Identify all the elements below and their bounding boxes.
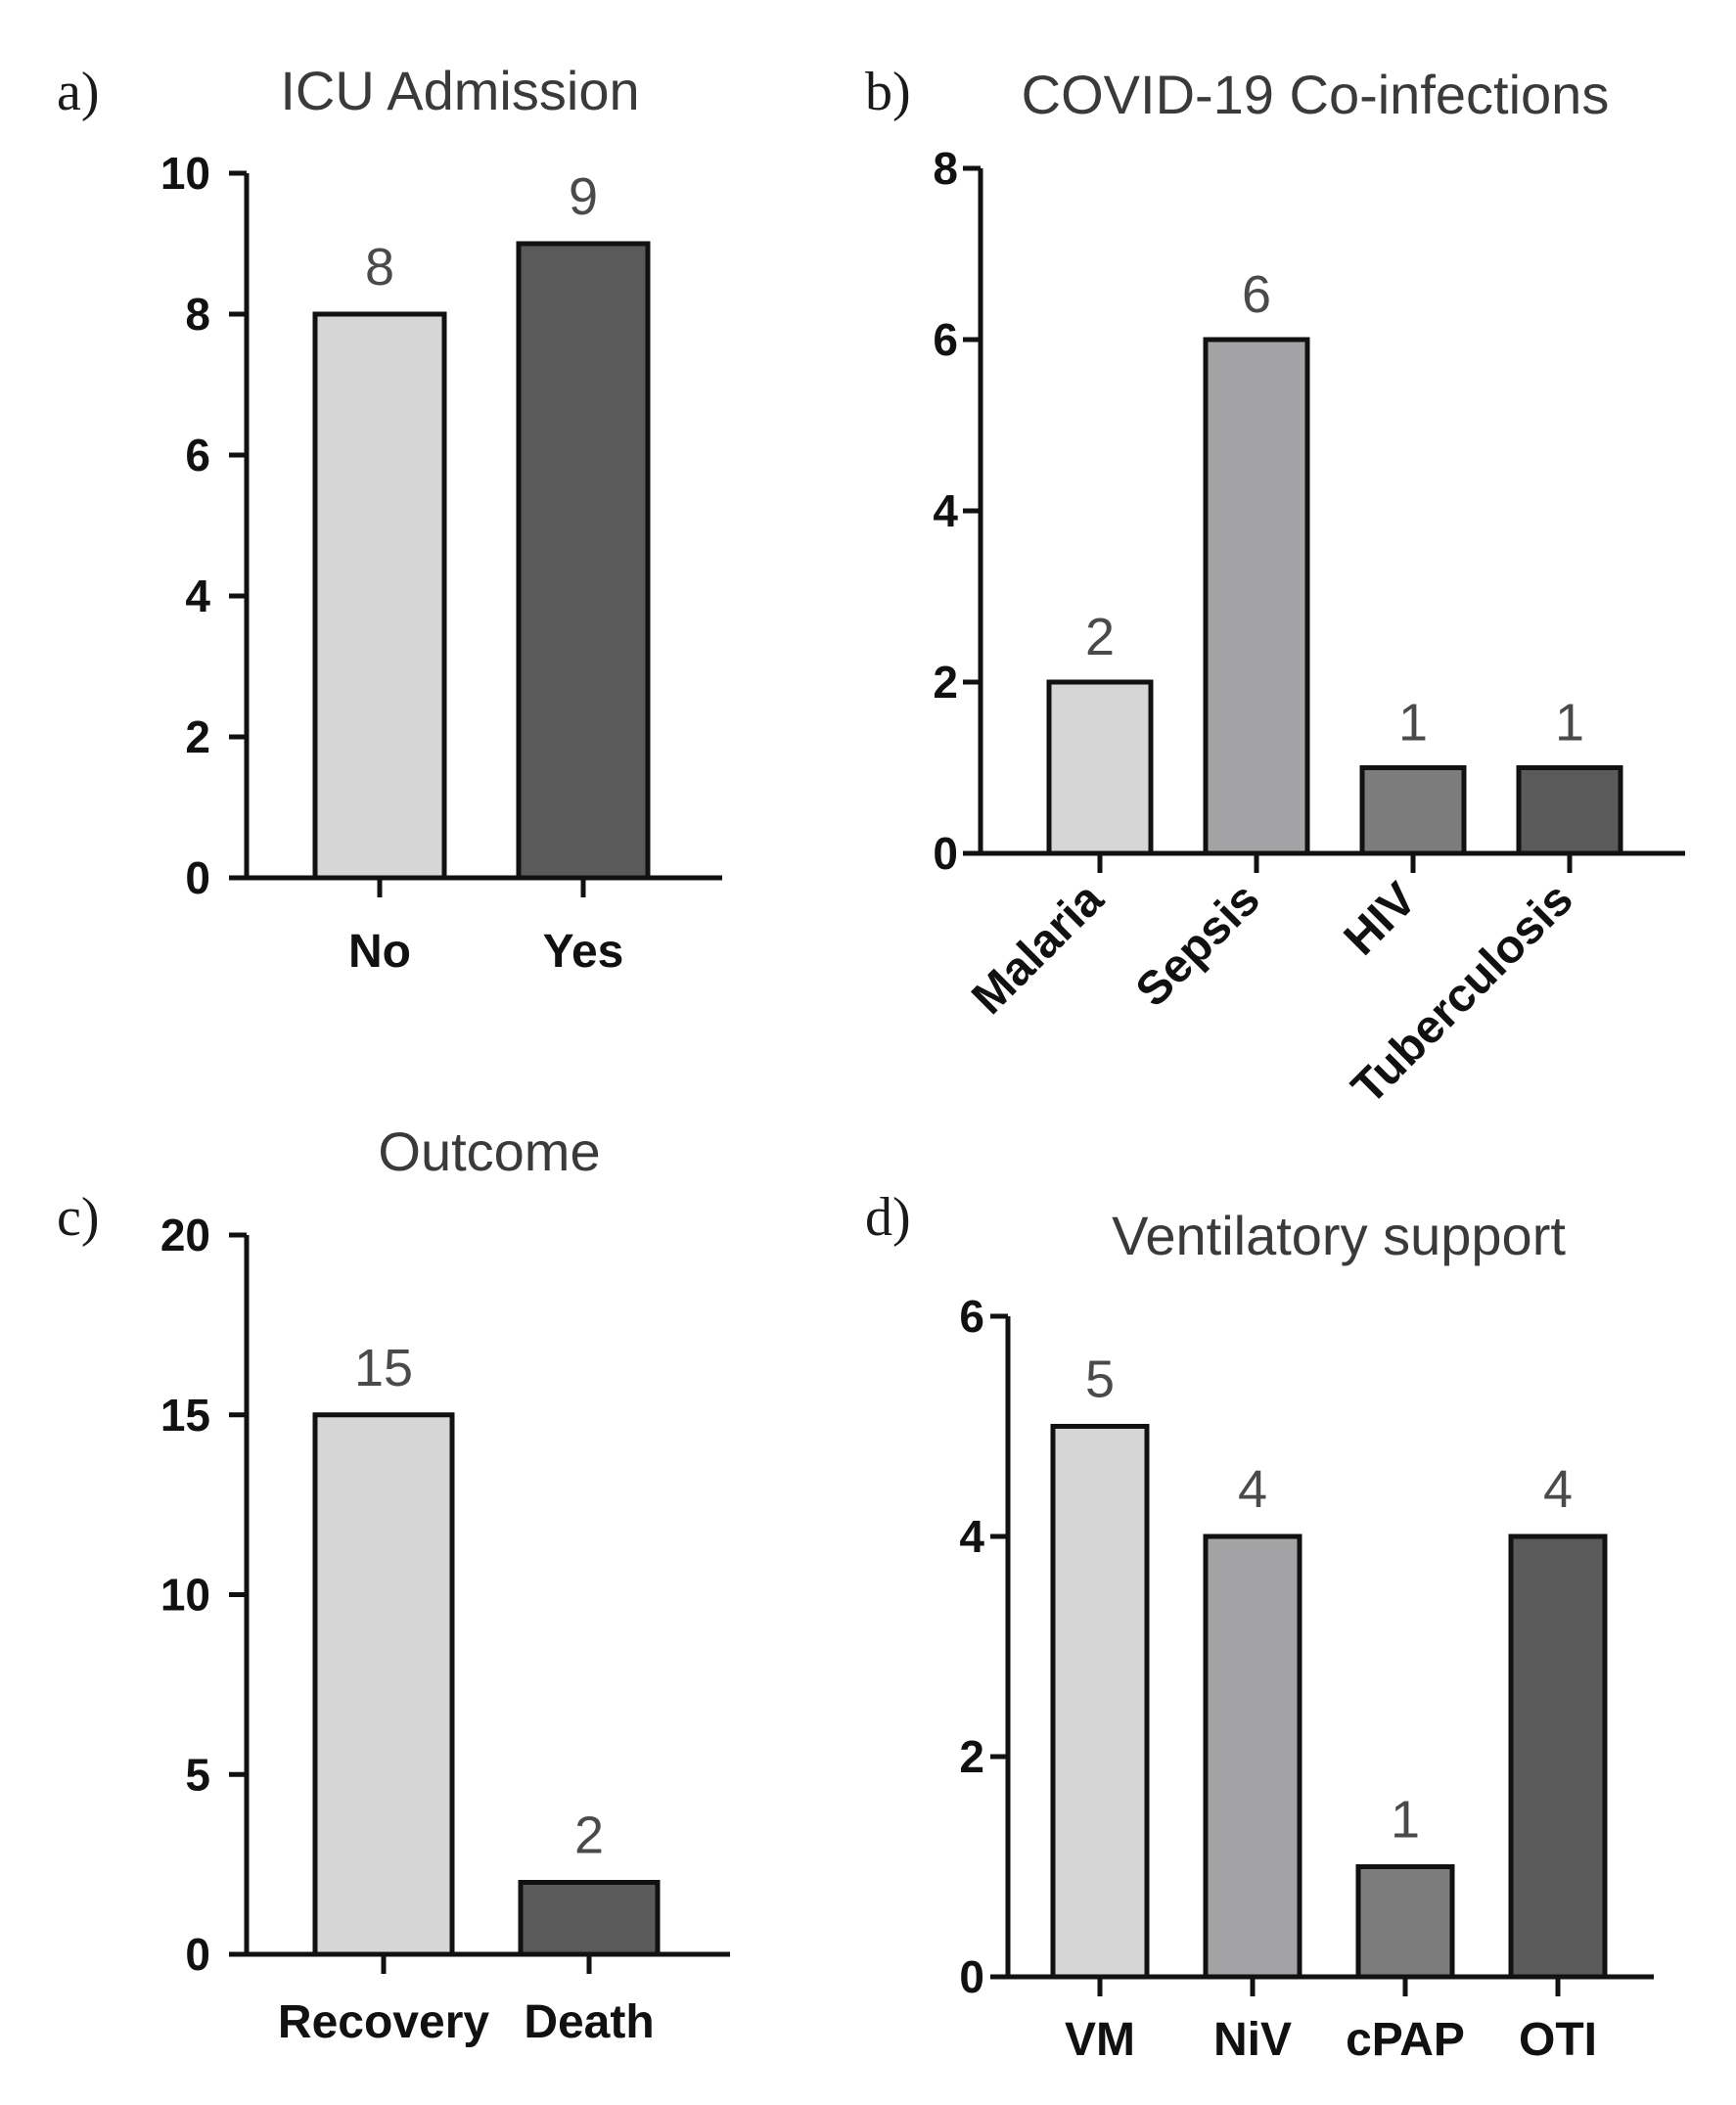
data-label: 15 (354, 1339, 413, 1397)
data-label: 2 (574, 1807, 604, 1865)
chart-title: COVID-19 Co-infections (1022, 64, 1610, 125)
chart-title: Ventilatory support (1112, 1205, 1566, 1266)
bar-oti (1508, 1533, 1608, 1980)
bar-niv (1203, 1533, 1302, 1980)
category-label: NiV (1213, 2014, 1292, 2066)
y-tick-label: 10 (160, 148, 210, 199)
bar-cpap (1355, 1864, 1455, 1980)
data-label: 4 (1238, 1460, 1267, 1519)
chart-covid-coinfections: b) COVID-19 Co-infections 2 6 1 1 0 2 4 6 8 Malaria… (865, 62, 1685, 1114)
y-tick-label: 20 (160, 1210, 210, 1260)
bar-recovery (312, 1412, 455, 1957)
category-label: Malaria (962, 873, 1114, 1025)
y-tick-label: 0 (959, 1951, 984, 2002)
data-label: 6 (1242, 265, 1271, 324)
y-tick-label: 6 (185, 430, 210, 480)
y-tick-label: 15 (160, 1390, 210, 1441)
y-tick-label: 2 (959, 1731, 984, 1782)
bar-sepsis (1203, 337, 1310, 856)
panel-label: b) (865, 62, 911, 122)
data-label: 1 (1398, 694, 1428, 753)
bar-no (312, 311, 447, 881)
category-label: cPAP (1346, 2014, 1465, 2066)
panel-label: d) (865, 1187, 911, 1248)
y-tick-label: 4 (185, 571, 210, 621)
y-tick-label: 0 (185, 1929, 210, 1980)
y-tick-label: 5 (185, 1749, 210, 1800)
category-label: HIV (1335, 873, 1427, 965)
data-label: 8 (365, 238, 394, 297)
data-label: 2 (1085, 608, 1115, 666)
bar-malaria (1046, 679, 1154, 856)
bar-tuberculosis (1516, 765, 1623, 856)
chart-ventilatory-support: d) Ventilatory support 5 4 1 4 0 2 4 6 VM NiV cPAP OT… (865, 1187, 1654, 2066)
bar-death (518, 1880, 661, 1957)
bar-yes (516, 241, 651, 881)
panel-label: c) (57, 1187, 100, 1248)
category-label: Death (524, 1996, 654, 2048)
chart-title: ICU Admission (280, 60, 639, 121)
category-label: Recovery (278, 1996, 489, 2048)
chart-icu-admission: a) ICU Admission 8 9 0 2 4 6 8 10 No Yes (57, 60, 722, 978)
y-tick-label: 2 (933, 657, 958, 708)
category-label: VM (1065, 2014, 1135, 2066)
y-tick-label: 4 (933, 485, 958, 536)
y-tick-label: 10 (160, 1570, 210, 1621)
y-tick-label: 8 (933, 143, 958, 194)
bar-hiv (1359, 765, 1467, 856)
category-label: No (348, 926, 411, 978)
y-tick-label: 2 (185, 711, 210, 762)
category-label: Yes (543, 926, 624, 978)
y-tick-label: 8 (185, 289, 210, 340)
data-label: 9 (569, 167, 598, 226)
bar-vm (1050, 1424, 1150, 1980)
category-label: OTI (1519, 2014, 1597, 2066)
category-label: Sepsis (1126, 873, 1270, 1017)
y-tick-label: 0 (185, 852, 210, 903)
data-label: 5 (1085, 1350, 1115, 1409)
y-tick-label: 0 (933, 828, 958, 879)
data-label: 1 (1555, 694, 1584, 753)
data-label: 1 (1391, 1791, 1420, 1850)
y-tick-label: 6 (933, 314, 958, 365)
panel-label: a) (57, 62, 100, 122)
y-tick-label: 6 (959, 1291, 984, 1342)
y-tick-label: 4 (959, 1511, 984, 1562)
data-label: 4 (1543, 1460, 1573, 1519)
chart-title: Outcome (378, 1121, 600, 1182)
